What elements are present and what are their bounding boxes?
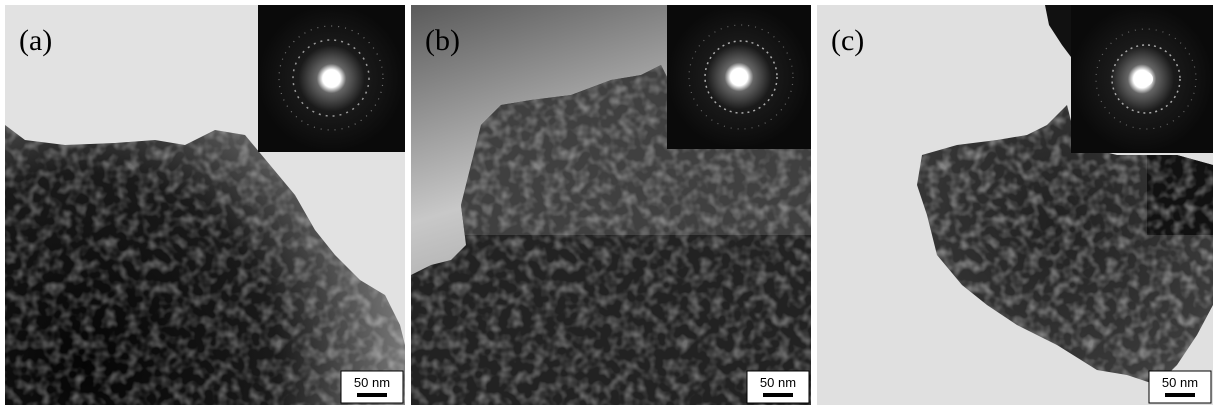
diffraction-inset: [667, 5, 811, 149]
panel-c: (c) 50 nm: [817, 5, 1213, 405]
panel-label: (c): [831, 24, 864, 57]
panel-label: (a): [19, 24, 52, 57]
scale-bar-label: 50 nm: [1162, 375, 1198, 390]
diffraction-inset: [258, 5, 405, 152]
figure: (a) 50 nm (b) 50 nm: [0, 0, 1215, 408]
diffraction-inset: [1071, 5, 1213, 153]
scale-bar: 50 nm: [747, 371, 809, 403]
scale-bar: 50 nm: [1149, 371, 1211, 403]
panel-b: (b) 50 nm: [411, 5, 811, 405]
scale-bar-label: 50 nm: [760, 375, 796, 390]
scale-bar-label: 50 nm: [354, 375, 390, 390]
panel-a: (a) 50 nm: [5, 5, 405, 405]
panel-label: (b): [425, 24, 460, 57]
scale-bar: 50 nm: [341, 371, 403, 403]
